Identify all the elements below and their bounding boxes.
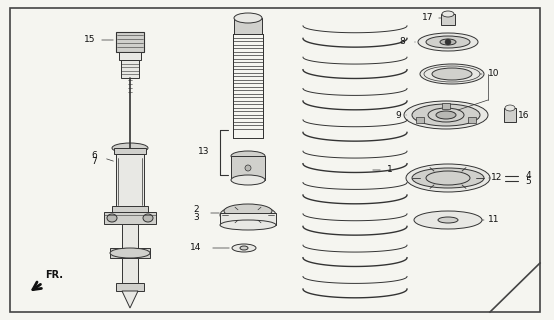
Bar [104, 212, 156, 224]
Text: FR.: FR. [33, 270, 63, 290]
Polygon shape [122, 291, 138, 308]
Bar [116, 32, 144, 52]
Ellipse shape [436, 111, 456, 119]
Ellipse shape [404, 101, 488, 129]
Text: 13: 13 [198, 148, 210, 156]
Ellipse shape [143, 214, 153, 222]
Text: 1: 1 [387, 165, 393, 174]
Ellipse shape [412, 168, 484, 188]
Text: 2: 2 [193, 205, 199, 214]
Ellipse shape [426, 171, 470, 185]
Ellipse shape [432, 68, 472, 80]
Text: 12: 12 [491, 173, 502, 182]
Bar [234, 18, 262, 34]
Text: 17: 17 [422, 13, 434, 22]
Ellipse shape [231, 151, 265, 161]
Ellipse shape [442, 11, 454, 17]
Bar [504, 108, 516, 122]
Bar [231, 156, 265, 180]
Bar [112, 206, 148, 214]
Bar [541, 263, 546, 313]
Bar [122, 258, 138, 288]
Ellipse shape [240, 246, 248, 250]
Ellipse shape [110, 248, 150, 258]
Text: 7: 7 [91, 157, 97, 166]
Bar [110, 248, 150, 258]
Text: 8: 8 [399, 37, 405, 46]
Ellipse shape [428, 108, 464, 122]
Text: 4: 4 [525, 172, 531, 180]
Text: 5: 5 [525, 178, 531, 187]
Bar [442, 103, 450, 109]
Ellipse shape [107, 214, 117, 222]
Text: 14: 14 [191, 244, 202, 252]
Ellipse shape [112, 143, 148, 153]
Bar [116, 154, 144, 209]
Bar [121, 60, 139, 78]
Ellipse shape [231, 175, 265, 185]
Text: 10: 10 [488, 69, 500, 78]
Ellipse shape [232, 244, 256, 252]
Ellipse shape [438, 217, 458, 223]
Bar [119, 52, 141, 60]
Bar [468, 116, 476, 123]
Text: 3: 3 [193, 212, 199, 221]
Circle shape [445, 39, 451, 45]
Ellipse shape [224, 204, 272, 218]
Ellipse shape [418, 33, 478, 51]
Ellipse shape [440, 39, 456, 45]
Circle shape [245, 165, 251, 171]
Text: 9: 9 [395, 110, 401, 119]
Bar [114, 148, 146, 154]
Ellipse shape [412, 104, 480, 126]
Ellipse shape [505, 105, 515, 111]
Bar [416, 116, 424, 123]
Text: 15: 15 [84, 36, 96, 44]
Bar [220, 213, 276, 225]
Bar [441, 14, 455, 25]
Ellipse shape [406, 164, 490, 192]
Bar [491, 313, 541, 318]
Bar [233, 34, 263, 138]
Ellipse shape [220, 220, 276, 230]
Text: 6: 6 [91, 150, 97, 159]
Ellipse shape [220, 205, 276, 225]
Bar [122, 224, 138, 254]
Ellipse shape [234, 13, 262, 23]
Text: 16: 16 [518, 110, 530, 119]
Bar [116, 283, 144, 291]
Text: 11: 11 [488, 215, 500, 225]
Ellipse shape [420, 64, 484, 84]
Ellipse shape [414, 211, 482, 229]
Ellipse shape [426, 36, 470, 48]
